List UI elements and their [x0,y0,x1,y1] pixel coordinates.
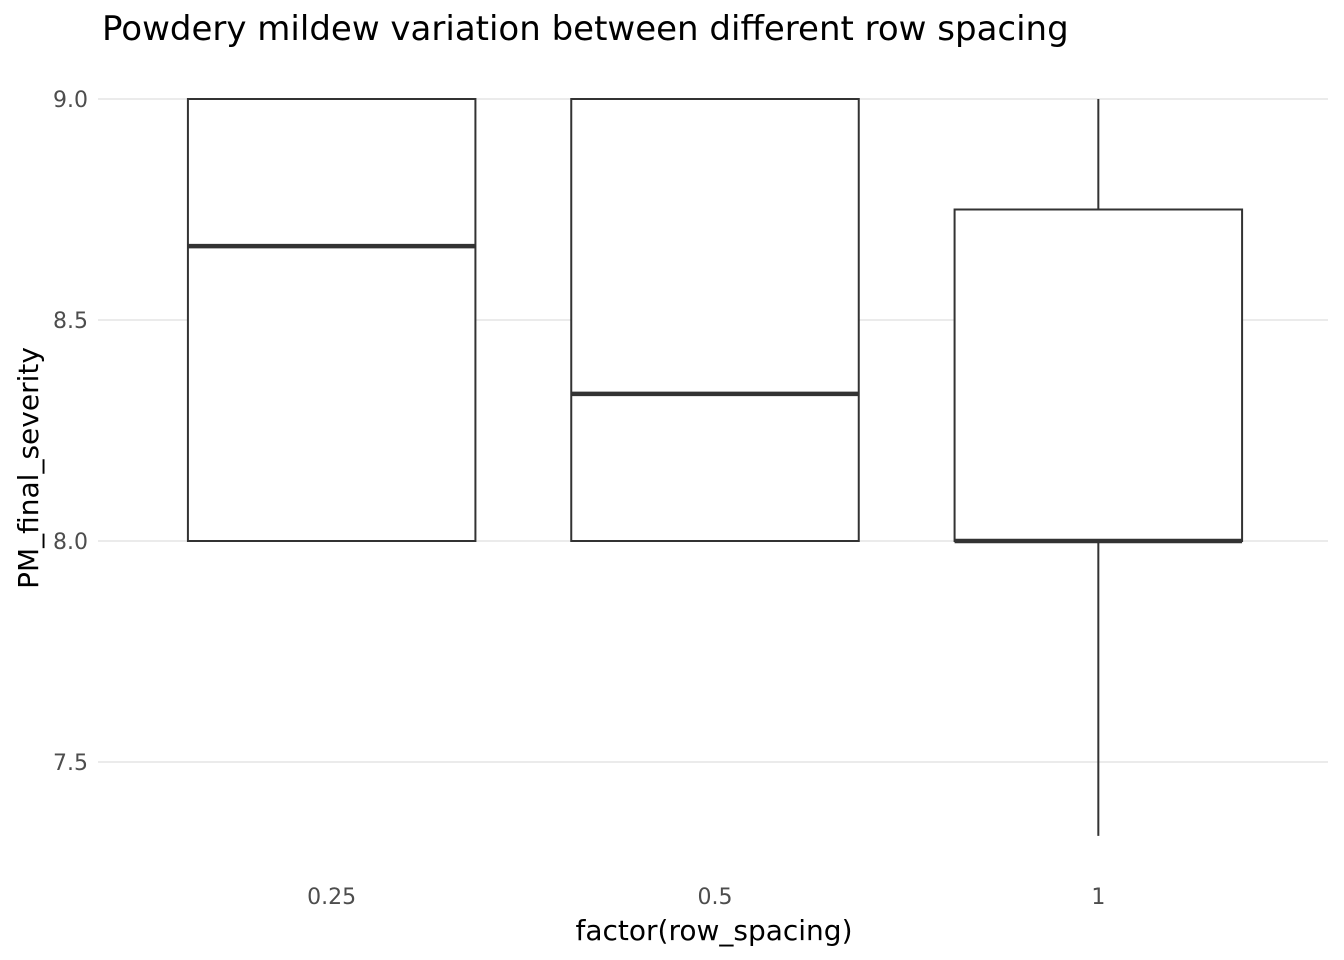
box-iqr [571,99,859,541]
x-axis-ticks: 0.25 0.5 1 [307,885,1105,910]
x-axis-title: factor(row_spacing) [575,914,852,947]
box-1 [955,99,1243,836]
x-tick-label: 0.25 [307,885,356,910]
box-0.5 [571,99,859,541]
box-layer [188,99,1242,836]
y-tick-label: 9.0 [53,88,88,113]
y-axis-title: PM_final_severity [12,347,45,589]
box-iqr [955,210,1242,542]
x-tick-label: 0.5 [698,885,733,910]
y-tick-label: 8.5 [53,309,88,334]
y-axis-ticks: 7.5 8.0 8.5 9.0 [53,88,88,776]
y-tick-label: 8.0 [53,530,88,555]
y-tick-label: 7.5 [53,751,88,776]
box-iqr [188,99,476,541]
x-tick-label: 1 [1091,885,1105,910]
chart-title: Powdery mildew variation between differe… [102,9,1069,49]
box-0.25 [188,99,476,541]
